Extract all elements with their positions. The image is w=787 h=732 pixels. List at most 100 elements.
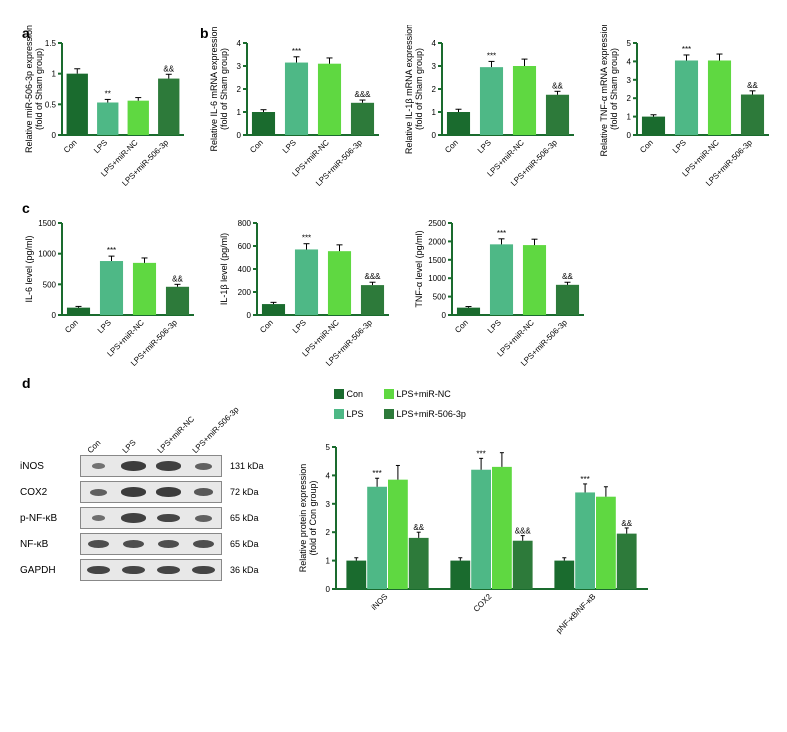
- svg-text:3: 3: [325, 500, 330, 509]
- blot-lanes: [80, 481, 222, 503]
- blot-row-iNOS: iNOS 131 kDa: [20, 455, 264, 477]
- blot-headers: Con LPS LPS+miR-NC LPS+miR-506-3p: [80, 385, 220, 455]
- svg-text:1000: 1000: [428, 274, 446, 283]
- svg-text:2: 2: [432, 85, 437, 94]
- svg-text:600: 600: [238, 242, 252, 251]
- chart-c-il6: 050010001500IL-6 level (pg/ml)Con***LPSL…: [20, 205, 200, 375]
- svg-text:***: ***: [372, 469, 381, 478]
- svg-text:&&: &&: [562, 272, 573, 281]
- svg-text:(fold of Sham group): (fold of Sham group): [219, 48, 229, 130]
- svg-text:***: ***: [682, 45, 691, 54]
- svg-text:400: 400: [238, 265, 252, 274]
- chart-c-tnfa: 05001000150020002500TNF-α level (pg/ml)C…: [410, 205, 590, 375]
- svg-text:3: 3: [627, 76, 632, 85]
- blot-kda: 72 kDa: [230, 487, 259, 497]
- blot-header-lps: LPS: [121, 438, 138, 455]
- svg-text:IL-1β level (pg/ml): IL-1β level (pg/ml): [219, 233, 229, 305]
- svg-text:1000: 1000: [38, 250, 56, 259]
- svg-text:***: ***: [476, 449, 485, 458]
- blot-kda: 65 kDa: [230, 539, 259, 549]
- svg-text:pNF-κB/NF-κB: pNF-κB/NF-κB: [554, 592, 597, 635]
- svg-text:0: 0: [52, 311, 57, 320]
- svg-text:Relative miR-506-3p expression: Relative miR-506-3p expression: [24, 25, 34, 153]
- blot-lanes: [80, 559, 222, 581]
- figure-container: a b 00.511.5Relative miR-506-3p expressi…: [20, 25, 767, 639]
- blot-lanes: [80, 455, 222, 477]
- svg-text:Relative protein expression: Relative protein expression: [298, 464, 308, 573]
- svg-text:2: 2: [237, 85, 242, 94]
- svg-text:4: 4: [432, 39, 437, 48]
- svg-text:3: 3: [432, 62, 437, 71]
- chart-c-il1b: 0 200 400 600 800 IL-1β level (pg/ml) Con *** LP…: [215, 205, 395, 375]
- panel-label-d: d: [22, 375, 31, 391]
- svg-text:2: 2: [627, 94, 632, 103]
- svg-text:Relative IL-6 mRNA expression: Relative IL-6 mRNA expression: [209, 26, 219, 151]
- blot-kda: 131 kDa: [230, 461, 264, 471]
- svg-text:800: 800: [238, 219, 252, 228]
- svg-text:LPS: LPS: [291, 318, 308, 335]
- svg-text:IL-6 level (pg/ml): IL-6 level (pg/ml): [24, 235, 34, 302]
- svg-text:***: ***: [580, 475, 589, 484]
- svg-text:0: 0: [237, 131, 242, 140]
- svg-text:&&: &&: [172, 274, 183, 283]
- blot-header-con: Con: [86, 438, 103, 455]
- svg-text:Con: Con: [63, 318, 80, 335]
- svg-text:5: 5: [627, 39, 632, 48]
- blot-kda: 65 kDa: [230, 513, 259, 523]
- chart-d-grouped: 012345Relative protein expression(fold o…: [294, 429, 654, 639]
- svg-text:&&: &&: [413, 523, 424, 532]
- blot-row-p-NF-κB: p-NF-κB 65 kDa: [20, 507, 264, 529]
- blot-name: p-NF-κB: [20, 513, 80, 524]
- svg-text:0.5: 0.5: [45, 100, 57, 109]
- svg-text:COX2: COX2: [471, 592, 493, 614]
- svg-text:200: 200: [238, 288, 252, 297]
- svg-text:TNF-α level (pg/ml): TNF-α level (pg/ml): [414, 230, 424, 307]
- blot-name: COX2: [20, 487, 80, 498]
- svg-text:**: **: [105, 89, 111, 98]
- svg-text:4: 4: [237, 39, 242, 48]
- svg-text:0: 0: [247, 311, 252, 320]
- svg-text:&&: &&: [552, 81, 563, 90]
- svg-text:1: 1: [237, 108, 242, 117]
- svg-text:Con: Con: [258, 318, 275, 335]
- svg-text:4: 4: [627, 57, 632, 66]
- svg-text:(fold of Sham group): (fold of Sham group): [34, 48, 44, 130]
- svg-text:LPS: LPS: [92, 138, 109, 155]
- svg-text:LPS: LPS: [281, 138, 298, 155]
- svg-text:2500: 2500: [428, 219, 446, 228]
- svg-text:1: 1: [52, 70, 57, 79]
- blot-row-COX2: COX2 72 kDa: [20, 481, 264, 503]
- svg-text:0: 0: [325, 585, 330, 594]
- svg-text:1: 1: [432, 108, 437, 117]
- svg-text:Con: Con: [443, 138, 460, 155]
- legend-d: ConLPSLPS+miR-NCLPS+miR-506-3p: [334, 385, 654, 425]
- chart-a: 00.511.5Relative miR-506-3p expression(f…: [20, 25, 190, 195]
- svg-text:&&: &&: [163, 64, 174, 73]
- svg-text:1: 1: [627, 113, 632, 122]
- svg-text:Con: Con: [62, 138, 79, 155]
- svg-text:***: ***: [497, 229, 506, 238]
- chart-b-il6: 01234Relative IL-6 mRNA expression(fold …: [205, 25, 385, 195]
- chart-b-il1b: 01234Relative IL-1β mRNA expression(fold…: [400, 25, 580, 195]
- svg-text:&&&: &&&: [354, 90, 371, 99]
- western-blots: iNOS131 kDaCOX272 kDap-NF-κB65 kDaNF-κB6…: [20, 455, 264, 581]
- svg-text:***: ***: [107, 246, 116, 255]
- svg-text:LPS: LPS: [671, 138, 688, 155]
- svg-text:1: 1: [325, 557, 330, 566]
- svg-text:0: 0: [442, 311, 447, 320]
- svg-text:(fold of Con group): (fold of Con group): [308, 480, 318, 555]
- blot-row-NF-κB: NF-κB65 kDa: [20, 533, 264, 555]
- svg-text:1.5: 1.5: [45, 39, 57, 48]
- svg-text:***: ***: [302, 234, 311, 243]
- blot-name: iNOS: [20, 461, 80, 472]
- svg-text:500: 500: [43, 280, 57, 289]
- svg-text:(fold of Sham group): (fold of Sham group): [609, 48, 619, 130]
- svg-text:LPS: LPS: [486, 318, 503, 335]
- svg-text:0: 0: [432, 131, 437, 140]
- svg-text:***: ***: [487, 51, 496, 60]
- blot-row-GAPDH: GAPDH36 kDa: [20, 559, 264, 581]
- svg-text:2: 2: [325, 528, 330, 537]
- svg-text:LPS: LPS: [476, 138, 493, 155]
- svg-text:***: ***: [292, 47, 301, 56]
- svg-text:&&&: &&&: [514, 527, 531, 536]
